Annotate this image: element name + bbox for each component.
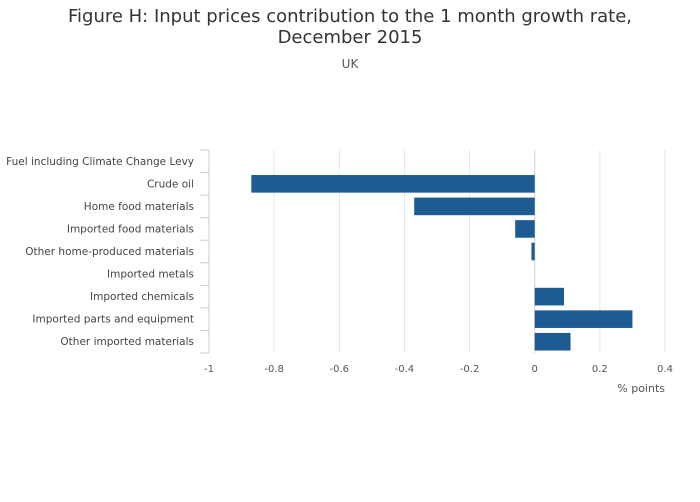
category-label-3: Imported food materials xyxy=(67,223,194,235)
bar-1 xyxy=(251,175,535,193)
category-label-4: Other home-produced materials xyxy=(25,246,194,258)
x-tick-label-7: 0.4 xyxy=(657,364,673,375)
chart-subtitle: UK xyxy=(341,57,359,71)
chart-title: Figure H: Input prices contribution to t… xyxy=(67,6,633,48)
bar-3 xyxy=(515,220,535,238)
bar-6 xyxy=(534,287,565,306)
x-tick-label-4: -0.2 xyxy=(460,364,480,375)
y-axis xyxy=(200,149,210,354)
category-label-0: Fuel including Climate Change Levy xyxy=(6,156,194,168)
x-tick-label-5: 0 xyxy=(532,364,538,375)
category-label-8: Other imported materials xyxy=(60,336,194,348)
x-tick-label-6: 0.2 xyxy=(592,364,608,375)
x-tick-label-2: -0.6 xyxy=(330,364,350,375)
bar-series xyxy=(251,175,633,351)
x-tick-label-1: -0.8 xyxy=(264,364,284,375)
category-label-7: Imported parts and equipment xyxy=(32,314,194,326)
category-label-1: Crude oil xyxy=(147,178,194,190)
bar-8 xyxy=(534,332,571,351)
category-labels: Fuel including Climate Change Levy Crude … xyxy=(6,156,194,348)
category-label-2: Home food materials xyxy=(84,201,194,213)
bar-4 xyxy=(531,242,535,261)
category-label-6: Imported chemicals xyxy=(90,291,194,303)
x-axis-label: % points xyxy=(617,382,665,395)
bar-7 xyxy=(534,310,633,328)
x-tick-labels: -1 -0.8 -0.6 -0.4 -0.2 0 0.2 0.4 xyxy=(204,364,673,375)
bar-2 xyxy=(414,197,535,216)
x-tick-label-3: -0.4 xyxy=(395,364,415,375)
category-label-5: Imported metals xyxy=(107,269,194,281)
x-tick-label-0: -1 xyxy=(204,364,214,375)
